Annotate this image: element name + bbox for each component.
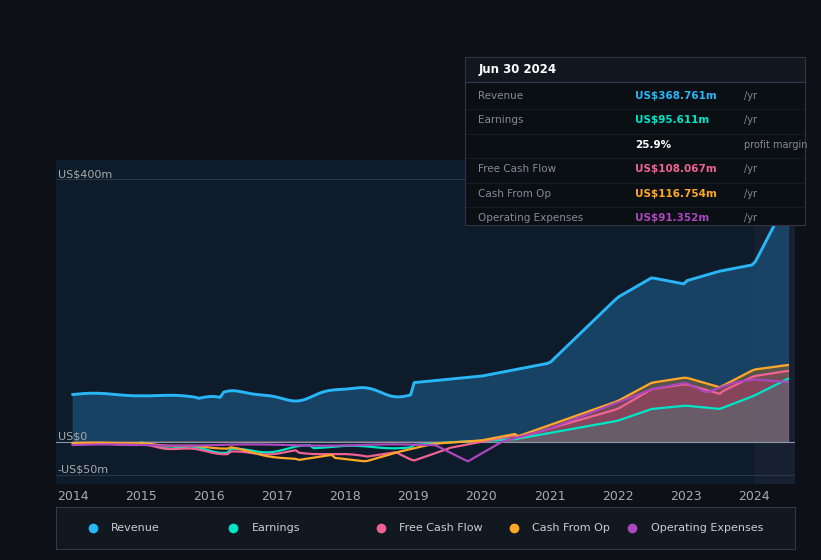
Text: US$95.611m: US$95.611m: [635, 115, 709, 125]
Text: /yr: /yr: [744, 213, 757, 223]
Text: Jun 30 2024: Jun 30 2024: [479, 63, 557, 76]
Text: /yr: /yr: [744, 189, 757, 199]
Text: /yr: /yr: [744, 91, 757, 101]
Text: Earnings: Earnings: [252, 523, 300, 533]
Text: US$368.761m: US$368.761m: [635, 91, 717, 101]
Text: US$116.754m: US$116.754m: [635, 189, 717, 199]
Text: /yr: /yr: [744, 164, 757, 174]
Text: /yr: /yr: [744, 115, 757, 125]
Text: Cash From Op: Cash From Op: [533, 523, 610, 533]
Text: Cash From Op: Cash From Op: [479, 189, 552, 199]
Text: 25.9%: 25.9%: [635, 140, 672, 150]
Text: Free Cash Flow: Free Cash Flow: [400, 523, 483, 533]
Text: US$91.352m: US$91.352m: [635, 213, 709, 223]
Text: -US$50m: -US$50m: [57, 465, 109, 474]
Text: Revenue: Revenue: [479, 91, 524, 101]
Text: Free Cash Flow: Free Cash Flow: [479, 164, 557, 174]
Bar: [465, 57, 805, 82]
Bar: [754, 160, 795, 484]
Text: US$108.067m: US$108.067m: [635, 164, 717, 174]
Text: profit margin: profit margin: [744, 140, 808, 150]
Text: US$0: US$0: [57, 432, 87, 442]
Text: Revenue: Revenue: [112, 523, 160, 533]
Text: Earnings: Earnings: [479, 115, 524, 125]
Text: Operating Expenses: Operating Expenses: [479, 213, 584, 223]
Text: US$400m: US$400m: [57, 169, 112, 179]
Text: Operating Expenses: Operating Expenses: [650, 523, 763, 533]
